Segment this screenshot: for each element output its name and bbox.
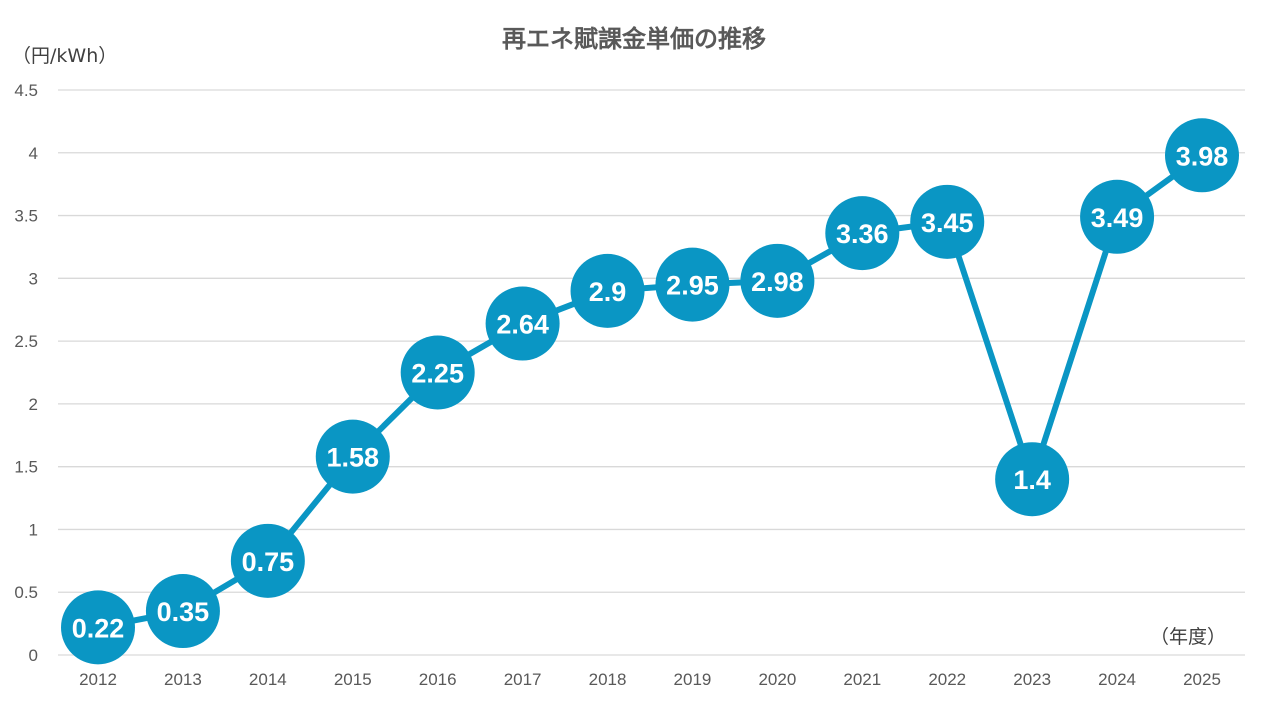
data-label: 1.58 — [326, 443, 379, 473]
x-tick-label: 2023 — [1013, 670, 1051, 689]
x-tick-label: 2021 — [843, 670, 881, 689]
x-tick-label: 2024 — [1098, 670, 1136, 689]
data-point — [315, 419, 390, 494]
data-point — [655, 247, 730, 322]
y-tick-label: 0.5 — [14, 583, 38, 602]
data-point — [740, 243, 815, 318]
x-tick-label: 2014 — [249, 670, 287, 689]
x-tick-label: 2025 — [1183, 670, 1221, 689]
x-tick-label: 2016 — [419, 670, 457, 689]
data-point — [825, 196, 900, 271]
data-point — [145, 574, 220, 649]
y-tick-label: 4 — [29, 144, 38, 163]
data-label: 3.36 — [836, 219, 889, 249]
data-label: 3.45 — [921, 208, 974, 238]
data-point — [230, 523, 305, 598]
data-point — [485, 286, 560, 361]
y-axis-unit-label: （円/kWh） — [12, 45, 117, 67]
x-tick-label: 2013 — [164, 670, 202, 689]
data-point — [61, 590, 135, 665]
data-point — [1080, 179, 1155, 254]
y-tick-label: 3 — [29, 269, 38, 288]
y-tick-label: 2.5 — [14, 332, 38, 351]
x-axis-ticks: 2012 2013 2014 2015 2016 2017 2018 2019 2020 2021… — [79, 670, 1221, 689]
x-tick-label: 2022 — [928, 670, 966, 689]
y-tick-label: 1.5 — [14, 458, 38, 477]
data-label: 0.35 — [157, 597, 210, 627]
x-tick-label: 2012 — [79, 670, 117, 689]
data-label: 3.49 — [1091, 203, 1144, 233]
x-tick-label: 2017 — [504, 670, 542, 689]
data-point — [570, 253, 645, 328]
data-point — [1165, 118, 1239, 193]
data-label: 2.9 — [589, 277, 627, 307]
x-tick-label: 2019 — [674, 670, 712, 689]
data-point — [995, 442, 1070, 517]
data-label: 1.4 — [1013, 465, 1051, 495]
data-label: 3.98 — [1176, 141, 1229, 171]
data-label: 2.25 — [411, 359, 464, 389]
data-point — [400, 335, 475, 410]
y-axis-ticks: 0 0.5 1 1.5 2 2.5 3 3.5 4 4.5 — [14, 81, 38, 665]
y-tick-label: 2 — [29, 395, 38, 414]
x-tick-label: 2020 — [758, 670, 796, 689]
y-tick-label: 3.5 — [14, 207, 38, 226]
x-tick-label: 2018 — [589, 670, 627, 689]
x-axis-unit-label: （年度） — [1150, 626, 1226, 648]
data-label: 0.75 — [242, 547, 295, 577]
y-tick-label: 1 — [29, 520, 38, 539]
y-tick-label: 4.5 — [14, 81, 38, 100]
data-label: 2.95 — [666, 271, 719, 301]
y-tick-label: 0 — [29, 646, 38, 665]
data-point — [910, 184, 985, 259]
series: 0.22 0.35 0.75 1.58 2.25 2.64 2.9 2.95 2.98 3.36 3… — [61, 118, 1239, 665]
x-tick-label: 2015 — [334, 670, 372, 689]
chart-title: 再エネ賦課金単価の推移 — [502, 25, 766, 53]
data-label: 2.98 — [751, 267, 804, 297]
data-label: 0.22 — [72, 613, 125, 643]
data-label: 2.64 — [496, 310, 549, 340]
